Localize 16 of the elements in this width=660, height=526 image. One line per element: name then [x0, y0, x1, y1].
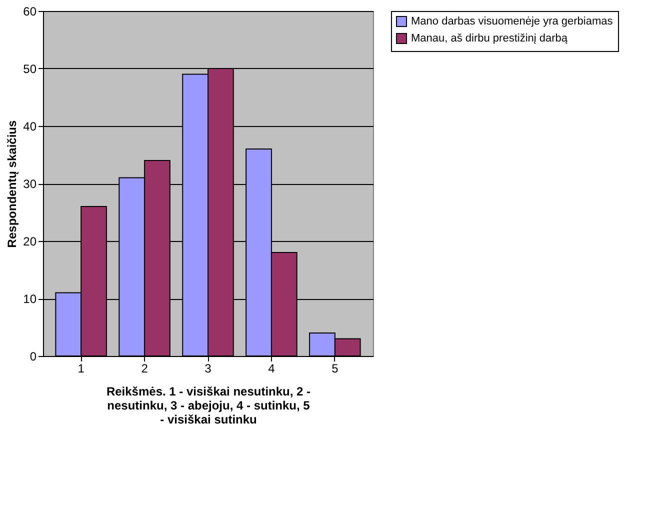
x-axis-title: Reikšmės. 1 - visiškai nesutinku, 2 - nesutinku, 3 - abejoju, 4 - sutinku, 5 - visiškai sutinku [106, 384, 311, 426]
x-tick-label: 3 [204, 362, 212, 376]
y-axis-title: Respondentų skaičius [5, 120, 20, 248]
legend-label: Manau, aš dirbu prestižinį darbą [411, 32, 568, 44]
y-tick-label: 30 [23, 177, 37, 191]
y-tick-label: 60 [23, 4, 37, 18]
x-tick-label: 4 [268, 362, 276, 376]
y-tick-label: 20 [23, 234, 37, 248]
x-tick-label: 1 [78, 362, 85, 376]
x-tick-label: 5 [332, 362, 339, 376]
y-tick-label: 50 [23, 62, 37, 76]
y-tick-label: 0 [30, 350, 37, 364]
x-tick-label: 2 [141, 362, 148, 376]
y-tick-label: 40 [23, 120, 37, 134]
y-tick-label: 10 [23, 292, 37, 306]
legend-label: Mano darbas visuomenėje yra gerbiamas [411, 16, 614, 28]
